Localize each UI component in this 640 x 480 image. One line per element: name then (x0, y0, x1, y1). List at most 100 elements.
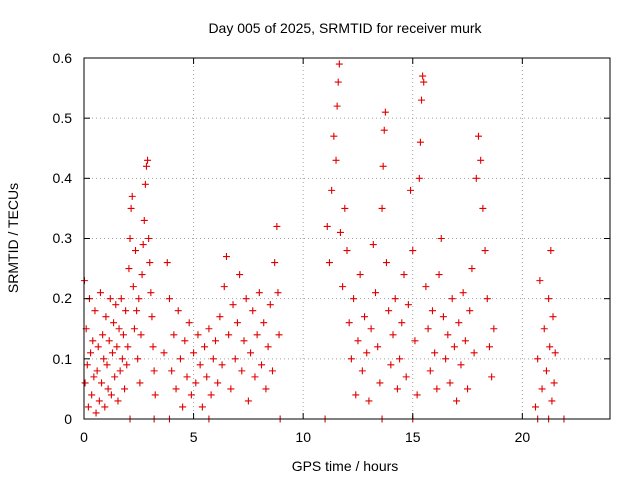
y-tick-label: 0.1 (53, 351, 73, 367)
data-point (488, 373, 496, 381)
data-point (190, 349, 198, 357)
data-point (231, 355, 239, 363)
data-point (481, 247, 489, 255)
data-point (461, 337, 469, 345)
data-point (258, 361, 266, 369)
data-point (99, 331, 107, 339)
data-point (130, 325, 138, 333)
data-point (233, 319, 241, 327)
data-point (115, 325, 123, 333)
data-point (545, 295, 553, 303)
data-point (472, 174, 480, 182)
data-point (453, 397, 461, 405)
data-point (238, 367, 246, 375)
data-point (450, 343, 458, 351)
data-point (98, 379, 106, 387)
data-point (100, 355, 108, 363)
data-point (540, 325, 548, 333)
data-point (363, 349, 371, 357)
data-point (468, 265, 476, 273)
data-point (135, 295, 143, 303)
data-point (220, 283, 228, 291)
data-point (448, 295, 456, 303)
data-point (378, 204, 386, 212)
data-point (547, 247, 555, 255)
data-point (391, 295, 399, 303)
data-point (542, 367, 550, 375)
data-point (96, 289, 104, 297)
data-point (339, 283, 347, 291)
data-point (192, 379, 200, 387)
data-point (404, 301, 412, 309)
data-point (330, 132, 338, 140)
data-point (333, 102, 341, 110)
data-point (470, 349, 478, 357)
x-tick-label: 0 (80, 429, 88, 445)
data-point (416, 138, 424, 146)
data-point (356, 271, 364, 279)
data-point (119, 331, 127, 339)
data-point (134, 355, 142, 363)
data-point (490, 325, 498, 333)
data-point (207, 391, 215, 399)
data-point (133, 307, 141, 315)
data-point (187, 391, 195, 399)
data-point (236, 271, 244, 279)
data-point (439, 313, 447, 321)
data-point (457, 361, 465, 369)
data-point (266, 301, 274, 309)
data-point (271, 259, 279, 267)
data-point (341, 204, 349, 212)
data-point (94, 343, 102, 351)
data-point (174, 307, 182, 315)
y-axis-label: SRMTID / TECUs (5, 183, 21, 293)
x-tick-label: 20 (515, 429, 531, 445)
data-point (118, 355, 126, 363)
data-point (165, 295, 173, 303)
data-point (369, 241, 377, 249)
data-point (240, 337, 248, 345)
data-point (148, 313, 156, 321)
data-point (179, 403, 187, 411)
data-point (88, 391, 96, 399)
data-point (103, 361, 111, 369)
y-tick-label: 0.4 (53, 170, 73, 186)
data-point (531, 403, 539, 411)
data-point (201, 343, 209, 351)
data-point (209, 355, 217, 363)
data-point (185, 319, 193, 327)
data-point (149, 343, 157, 351)
data-point (538, 385, 546, 393)
x-tick-label: 15 (405, 429, 421, 445)
data-point (203, 373, 211, 381)
data-point (87, 349, 95, 357)
data-point (479, 204, 487, 212)
data-point (435, 271, 443, 279)
data-point (121, 385, 129, 393)
data-point (194, 331, 202, 339)
data-point (102, 313, 110, 321)
data-point (396, 355, 404, 363)
data-point (212, 337, 219, 345)
data-point (151, 391, 159, 399)
y-tick-label: 0.6 (53, 50, 73, 66)
y-tick-label: 0.3 (53, 230, 73, 246)
data-point (343, 247, 351, 255)
y-tick-label: 0.2 (53, 290, 73, 306)
data-point (264, 343, 272, 351)
data-point (422, 283, 430, 291)
data-point (358, 367, 366, 375)
data-point (268, 367, 276, 375)
data-point (198, 403, 206, 411)
data-point (251, 373, 259, 381)
data-point (139, 241, 147, 249)
data-point (138, 271, 146, 279)
data-point (114, 397, 122, 405)
data-point (367, 325, 375, 333)
data-point (106, 295, 114, 303)
data-point (548, 397, 556, 405)
data-point (466, 307, 474, 315)
data-point (335, 60, 343, 68)
data-point (389, 331, 397, 339)
